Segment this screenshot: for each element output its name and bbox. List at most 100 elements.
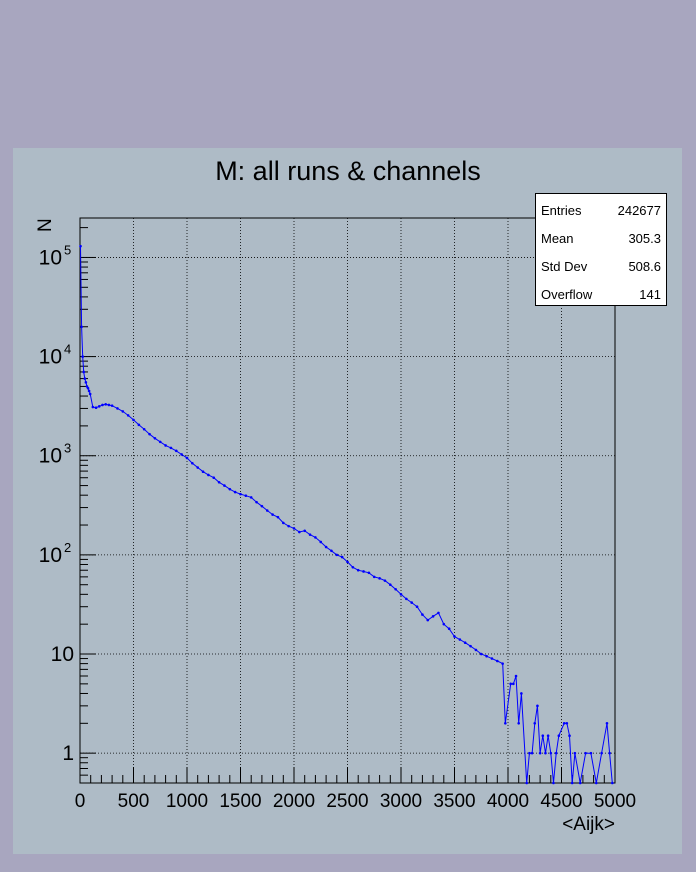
data-point (110, 404, 114, 407)
x-tick-label: 2500 (326, 791, 368, 812)
stats-box: Entries 242677 Mean 305.3 Std Dev 508.6 … (535, 193, 667, 306)
x-tick-label: 500 (118, 791, 150, 812)
chart-title: M: all runs & channels (215, 156, 481, 186)
data-point (536, 704, 539, 708)
data-point (512, 682, 515, 686)
stats-row-mean: Mean 305.3 (536, 224, 667, 252)
data-point (557, 734, 561, 737)
data-point (84, 381, 88, 384)
data-point (101, 403, 104, 407)
data-point (405, 597, 408, 601)
y-tick-label: 10 (51, 643, 74, 666)
data-point (185, 456, 189, 460)
data-point (573, 751, 577, 755)
data-point (116, 407, 119, 410)
data-point (97, 405, 101, 408)
data-point (233, 490, 237, 494)
data-point (356, 568, 360, 572)
data-point (88, 392, 92, 396)
axis-ticks (79, 227, 616, 783)
data-point (148, 432, 151, 436)
data-point (158, 440, 162, 444)
y-tick-label: 10 (39, 445, 62, 468)
data-point (453, 635, 456, 638)
data-point (562, 722, 566, 725)
data-point (79, 244, 82, 248)
data-point (469, 644, 472, 648)
data-point (191, 461, 194, 465)
data-point (287, 524, 290, 528)
x-tick-label: 5000 (594, 791, 636, 812)
x-axis-label: <Aijk> (562, 814, 615, 835)
data-point (346, 560, 349, 564)
data-point (153, 436, 157, 440)
data-point (372, 575, 376, 579)
y-tick-label: 10 (39, 544, 62, 567)
data-point (570, 781, 574, 785)
data-point (501, 662, 504, 665)
data-point (399, 593, 403, 596)
x-tick-label: 3500 (433, 791, 475, 812)
data-point (568, 734, 571, 737)
data-point (520, 692, 523, 695)
data-point (410, 601, 414, 604)
x-tick-label: 4500 (540, 791, 582, 812)
data-point (196, 466, 199, 469)
data-point (86, 386, 90, 390)
data-point (91, 405, 95, 409)
stats-overflow-value: 141 (639, 287, 661, 302)
data-point (530, 751, 534, 755)
data-point (351, 565, 355, 569)
data-point (207, 473, 210, 477)
data-point (589, 751, 593, 755)
data-point (180, 453, 183, 456)
data-point (496, 659, 499, 663)
data-point (608, 751, 611, 755)
stats-row-overflow: Overflow 141 (536, 280, 667, 308)
stats-entries-label: Entries (541, 203, 582, 218)
stats-mean-value: 305.3 (628, 231, 661, 246)
data-point (223, 484, 226, 487)
y-axis-label: N (35, 218, 56, 232)
data-point (104, 403, 107, 406)
data-point (292, 527, 296, 530)
x-tick-label: 1500 (219, 791, 261, 812)
data-point (82, 370, 86, 374)
stats-mean-label: Mean (541, 231, 574, 246)
data-point (447, 627, 451, 631)
data-point (549, 751, 553, 755)
data-point (142, 427, 146, 431)
x-tick-label: 2000 (273, 791, 315, 812)
data-point (298, 530, 301, 534)
stats-row-stddev: Std Dev 508.6 (536, 252, 667, 280)
data-point (565, 722, 569, 725)
data-point (244, 494, 248, 498)
series-points (79, 244, 614, 785)
data-point (308, 533, 312, 536)
data-point (378, 577, 381, 580)
data-point (303, 529, 307, 533)
data-point (479, 652, 483, 656)
stats-overflow-label: Overflow (541, 287, 593, 302)
data-point (175, 449, 178, 453)
data-point (394, 587, 397, 591)
x-tick-labels: 0 500 1000 1500 2000 2500 3000 3500 4000 4500 5000 (75, 791, 636, 812)
x-tick-label: 1000 (166, 791, 208, 812)
stats-row-entries: Entries 242677 (536, 196, 667, 224)
data-point (255, 500, 258, 504)
data-point (260, 504, 264, 508)
data-point (490, 657, 494, 660)
data-point (314, 536, 317, 539)
data-point (554, 751, 558, 755)
data-point (335, 553, 339, 557)
data-point (474, 648, 478, 652)
stats-stddev-label: Std Dev (541, 259, 588, 274)
data-point (87, 389, 91, 393)
data-point (389, 583, 392, 587)
x-tick-label: 3000 (380, 791, 422, 812)
data-point (137, 423, 141, 427)
data-point (121, 410, 125, 413)
data-point (605, 722, 609, 725)
data-point (340, 555, 344, 559)
